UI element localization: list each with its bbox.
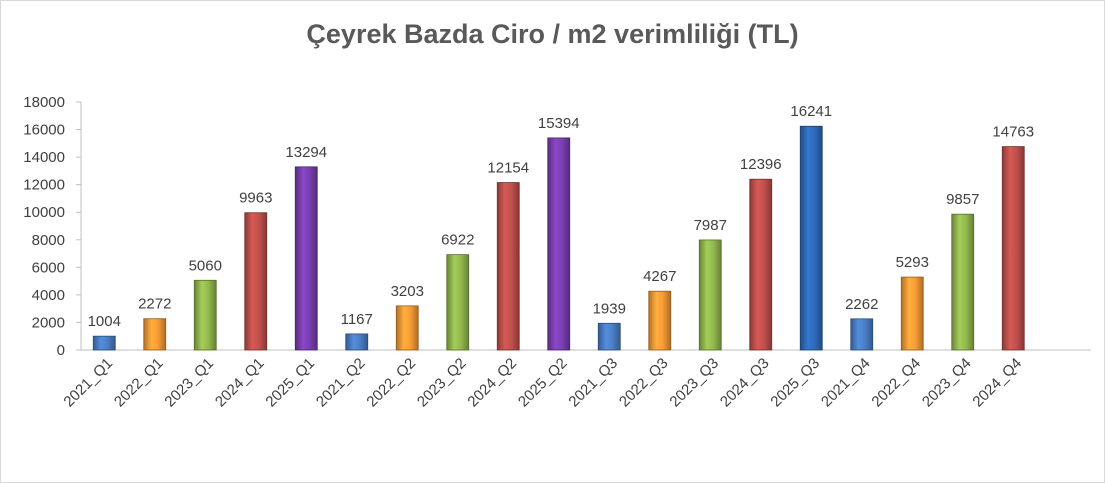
y-tick-label: 16000 <box>23 122 65 139</box>
data-label: 14763 <box>992 124 1034 141</box>
bar <box>496 182 520 351</box>
bar <box>749 178 773 351</box>
x-category-label: 2024_Q3 <box>717 355 773 411</box>
bar <box>951 213 975 351</box>
data-label: 5060 <box>189 257 222 274</box>
data-label: 1167 <box>341 311 373 328</box>
bar <box>900 276 924 351</box>
x-category-label: 2022_Q4 <box>868 355 924 411</box>
data-label: 6922 <box>441 232 474 249</box>
data-label: 12154 <box>487 160 529 177</box>
data-label: 1004 <box>88 313 121 330</box>
data-label: 7987 <box>694 217 727 234</box>
x-category-label: 2025_Q2 <box>515 355 571 411</box>
x-category-label: 2024_Q2 <box>464 355 520 411</box>
bars <box>92 125 1025 351</box>
bar <box>395 305 419 351</box>
x-category-label: 2023_Q1 <box>161 355 217 411</box>
y-tick-label: 4000 <box>32 287 65 304</box>
bar <box>1001 146 1025 351</box>
bar <box>244 212 268 351</box>
y-tick-label: 14000 <box>23 149 65 166</box>
x-category-label: 2023_Q2 <box>414 355 470 411</box>
x-category-label: 2023_Q3 <box>666 355 722 411</box>
data-label: 2262 <box>845 296 878 313</box>
y-tick-label: 0 <box>57 342 65 359</box>
y-tick-label: 2000 <box>32 314 65 331</box>
bar <box>294 166 318 351</box>
data-label: 12396 <box>740 156 782 173</box>
x-category-label: 2021_Q2 <box>313 355 369 411</box>
bar <box>850 318 874 351</box>
data-label: 3203 <box>391 283 424 300</box>
y-tick-label: 12000 <box>23 177 65 194</box>
y-tick-label: 8000 <box>32 232 65 249</box>
x-category-label: 2022_Q1 <box>111 355 167 411</box>
bar <box>698 239 722 351</box>
bar <box>648 290 672 351</box>
data-labels: 1004 2272 5060 9963 13294 1167 3203 6922 12154 15… <box>88 103 1035 330</box>
data-label: 15394 <box>538 115 580 132</box>
data-label: 5293 <box>896 254 929 271</box>
x-category-label: 2024_Q4 <box>969 355 1025 411</box>
data-label: 4267 <box>643 268 676 285</box>
chart-title: Çeyrek Bazda Ciro / m2 verimliliği (TL) <box>306 19 799 49</box>
data-label: 9857 <box>946 191 979 208</box>
x-category-label: 2021_Q3 <box>565 355 621 411</box>
bar <box>446 254 470 351</box>
bar <box>547 137 571 351</box>
x-category-label: 2023_Q4 <box>919 355 975 411</box>
x-category-label: 2025_Q1 <box>262 355 318 411</box>
x-category-label: 2021_Q4 <box>818 355 874 411</box>
bar <box>143 318 167 351</box>
x-category-label: 2025_Q3 <box>767 355 823 411</box>
bar <box>597 322 621 351</box>
x-category-label: 2021_Q1 <box>60 355 116 411</box>
data-label: 16241 <box>790 103 832 120</box>
bar <box>799 125 823 351</box>
bar <box>92 335 116 351</box>
data-label: 9963 <box>239 190 272 207</box>
x-category-label: 2024_Q1 <box>212 355 268 411</box>
data-label: 13294 <box>285 144 327 161</box>
bar <box>345 333 369 351</box>
x-category-label: 2022_Q3 <box>616 355 672 411</box>
bar <box>193 279 217 351</box>
x-category-label: 2022_Q2 <box>363 355 419 411</box>
y-tick-label: 10000 <box>23 204 65 221</box>
y-axis: 0 2000 4000 6000 8000 10000 12000 14000 16000 180… <box>23 94 82 359</box>
y-tick-label: 18000 <box>23 94 65 111</box>
data-label: 1939 <box>593 300 626 317</box>
y-tick-label: 6000 <box>32 259 65 276</box>
data-label: 2272 <box>138 296 171 313</box>
category-labels: 2021_Q12022_Q12023_Q12024_Q12025_Q12021_… <box>60 355 1025 411</box>
